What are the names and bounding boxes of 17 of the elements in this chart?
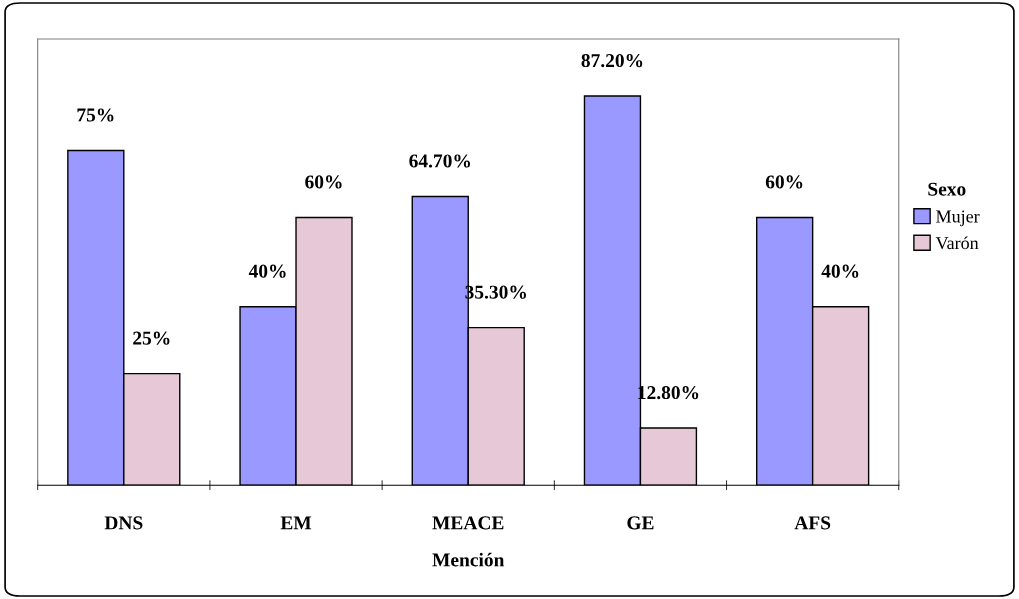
data-label: 60%	[765, 175, 803, 189]
x-tick-label: GE	[627, 516, 654, 530]
x-tick-label: EM	[280, 516, 312, 530]
x-tick-label: DNS	[104, 516, 143, 530]
legend-title: Sexo	[928, 182, 966, 196]
x-tick-label: MEACE	[432, 516, 504, 530]
x-tick-label: AFS	[794, 516, 831, 530]
x-axis-title: Mención	[432, 552, 505, 567]
data-label: 40%	[821, 264, 859, 278]
data-label: 75%	[77, 108, 114, 122]
data-label: 25%	[133, 331, 170, 345]
data-label: 87.20%	[581, 53, 643, 68]
data-label: 40%	[248, 264, 286, 278]
legend-label: Varón	[935, 236, 979, 250]
data-label: 60%	[305, 175, 342, 189]
data-label: 64.70%	[409, 154, 471, 168]
legend-label: Mujer	[936, 210, 980, 227]
